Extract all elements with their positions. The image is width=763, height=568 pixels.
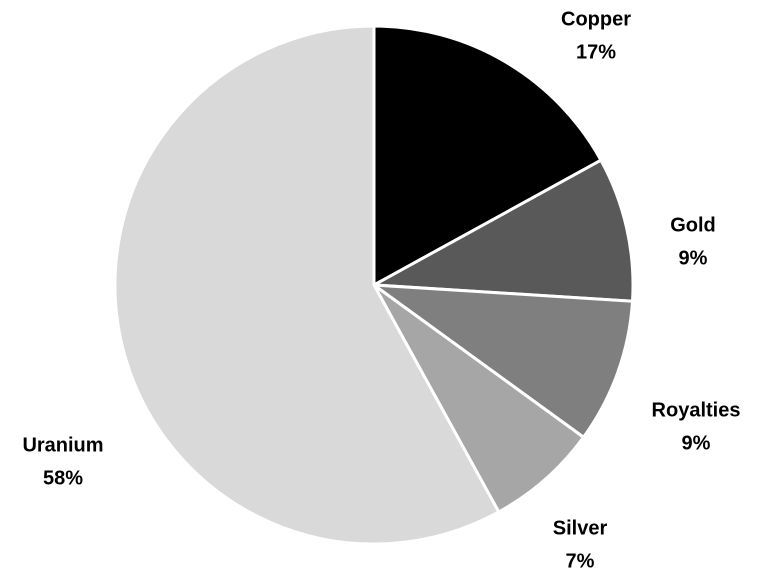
slice-value-gold: 9% (679, 247, 708, 269)
slice-label-silver: Silver (553, 517, 608, 539)
pie-slice-uranium (113, 24, 501, 546)
slice-label-copper: Copper (561, 8, 631, 30)
pie-slice-gold (372, 158, 635, 303)
pie-slice-royalties (372, 283, 634, 439)
slice-value-royalties: 9% (682, 432, 711, 454)
slice-value-copper: 17% (576, 41, 616, 63)
slice-label-uranium: Uranium (22, 434, 103, 456)
slice-value-silver: 7% (566, 550, 595, 568)
pie-labels: Copper 17% Gold 9% Royalties 9% Silver 7% Uraniu… (22, 8, 740, 568)
pie-slice-silver (372, 283, 586, 514)
slice-value-uranium: 58% (43, 467, 83, 489)
slice-label-gold: Gold (670, 214, 716, 236)
pie-slices (113, 24, 635, 546)
pie-slice-copper (372, 24, 603, 287)
slice-label-royalties: Royalties (652, 399, 741, 421)
